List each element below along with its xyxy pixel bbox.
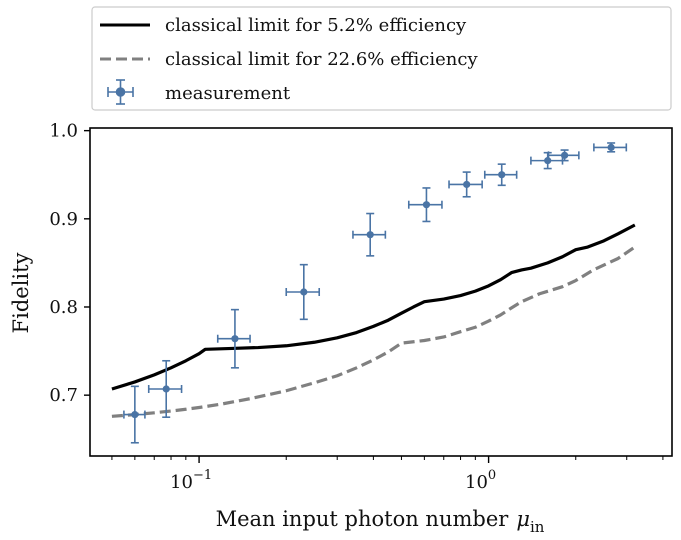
data-marker (607, 143, 615, 151)
legend-swatch-errorbar (107, 79, 134, 105)
legend-frame (91, 6, 672, 111)
y-tick-label: 1.0 (49, 121, 78, 142)
x-axis-label-symbol: μ (516, 507, 530, 531)
data-marker (300, 288, 308, 296)
legend-label-series-1: classical limit for 5.2% efficiency (165, 15, 467, 36)
data-point (483, 163, 518, 187)
x-axis-label: Mean input photon number μin (216, 507, 545, 536)
y-tick-label: 0.9 (49, 209, 78, 230)
data-point (123, 385, 146, 444)
x-axis-label-subscript: in (530, 518, 545, 536)
data-marker (544, 157, 552, 165)
data-point (547, 149, 580, 162)
data-point (448, 171, 483, 198)
data-point (593, 142, 628, 153)
series-line-1 (111, 223, 636, 391)
y-tick-label: 0.8 (49, 297, 78, 318)
data-point (352, 212, 387, 257)
data-marker (366, 231, 374, 239)
data-point (147, 359, 183, 419)
data-point (216, 308, 251, 369)
data-marker (131, 410, 139, 419)
y-axis-label: Fidelity (9, 252, 33, 333)
y-tick-label: 0.7 (49, 385, 78, 406)
x-tick-label: 100 (465, 468, 496, 493)
series-line-2 (111, 245, 636, 418)
legend: classical limit for 5.2% efficiency clas… (91, 6, 672, 111)
data-marker (463, 180, 471, 189)
x-tick-label: 10−1 (170, 468, 212, 493)
data-point (407, 187, 443, 223)
data-point (285, 263, 321, 321)
data-marker (498, 171, 506, 179)
x-axis-label-text: Mean input photon number (216, 507, 510, 531)
legend-label-series-2: classical limit for 22.6% efficiency (165, 49, 478, 70)
data-marker (560, 151, 569, 159)
data-marker (162, 385, 170, 393)
data-marker (422, 201, 431, 209)
legend-label-series-3: measurement (165, 83, 291, 104)
data-marker (231, 335, 239, 343)
plot-frame (89, 127, 673, 457)
